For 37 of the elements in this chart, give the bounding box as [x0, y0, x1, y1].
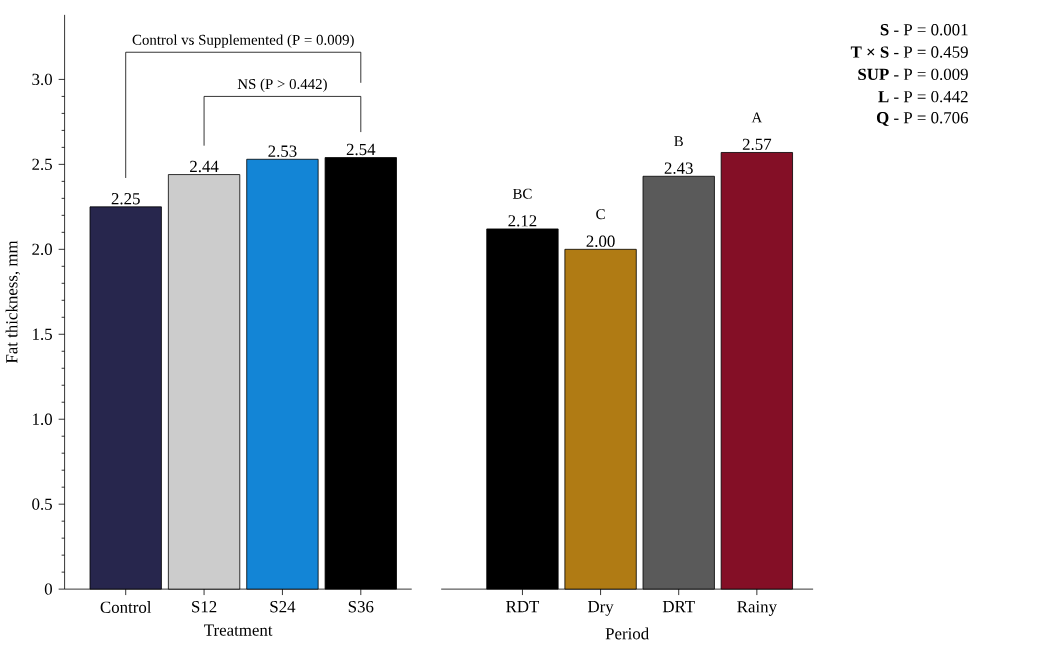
x-tick-label: Dry: [587, 601, 614, 617]
text: S - P = 0.001: [880, 24, 968, 36]
x-tick-label: S24: [270, 601, 296, 613]
y-axis-title: Fat thickness, mm: [5, 240, 20, 364]
data-label: 2.25: [111, 193, 140, 205]
x-tick-label: S36: [348, 601, 374, 613]
annotation: BC: [512, 189, 532, 200]
data-label: 2.54: [346, 144, 376, 156]
annotation: B: [674, 136, 683, 147]
text: T × S - P = 0.459: [850, 46, 968, 59]
y-tick-label: 0: [44, 583, 52, 596]
x-axis-title: Treatment: [204, 624, 273, 637]
x-tick-label: DRT: [662, 601, 695, 613]
x-axis-title: Period: [605, 627, 649, 640]
annotation: A: [751, 112, 763, 123]
x-tick-label: Control: [100, 601, 152, 614]
x-tick-label: Rainy: [737, 601, 777, 617]
y-tick-label: 3.0: [32, 73, 52, 86]
text: L - P = 0.442: [878, 91, 968, 103]
annotation: NS (P > 0.442): [237, 78, 327, 93]
x-tick-label: S12: [192, 601, 217, 613]
data-label: 2.53: [268, 145, 297, 158]
annotation: Control vs Supplemented (P = 0.009): [132, 34, 354, 49]
data-label: 2.57: [742, 138, 772, 151]
y-tick-label: 2.0: [32, 243, 52, 256]
text: SUP - P = 0.009: [858, 68, 968, 81]
data-label: 2.44: [190, 161, 219, 173]
y-tick-label: 2.5: [32, 158, 52, 171]
text: Q - P = 0.706: [876, 112, 969, 127]
annotation: C: [596, 209, 605, 220]
y-tick-label: 1.5: [33, 328, 52, 341]
x-tick-label: RDT: [506, 601, 540, 613]
data-label: 2.12: [508, 215, 537, 227]
data-label: 2.00: [586, 235, 615, 248]
data-label: 2.43: [664, 162, 693, 175]
y-tick-label: 0.5: [32, 498, 52, 511]
y-tick-label: 1.0: [33, 413, 52, 426]
